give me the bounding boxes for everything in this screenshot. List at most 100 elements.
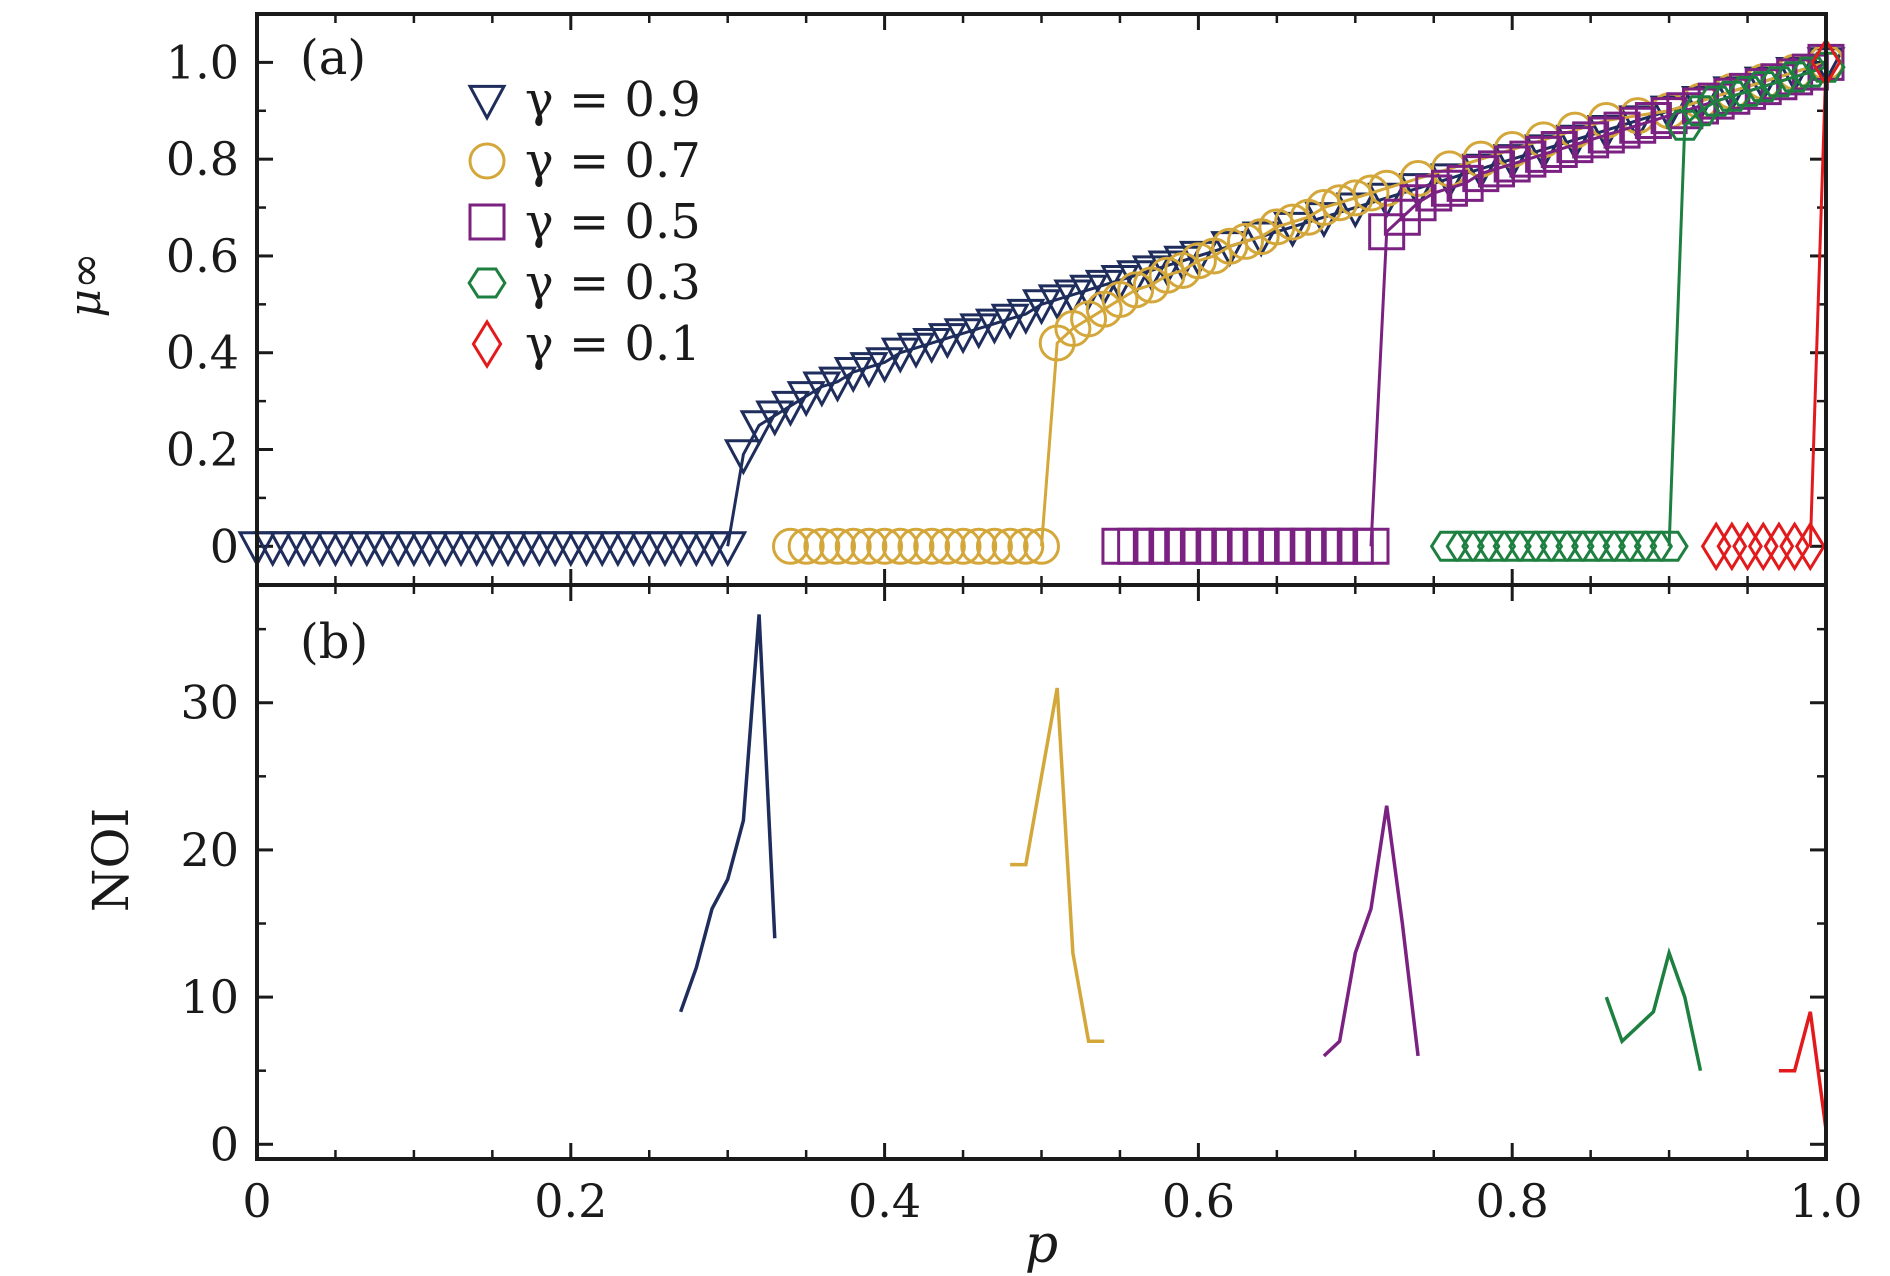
legend-label: γ = 0.3 [525, 255, 701, 311]
hexagon-marker [1712, 80, 1752, 112]
square-marker [1383, 198, 1421, 236]
panel-b-y-axis-title: NOI [82, 808, 140, 913]
triangle-down-marker [786, 381, 826, 418]
panel-b-series [678, 614, 1828, 1130]
diamond-marker [1763, 521, 1795, 572]
y-tick-label: 0 [210, 1117, 239, 1171]
panel-b-ticks: 0 0.2 0.4 0.6 0.8 1.0 0 10 20 30 [180, 585, 1863, 1228]
x-tick-label: 0.4 [848, 1174, 921, 1228]
square-marker [1368, 213, 1406, 251]
legend-label: γ = 0.1 [525, 316, 701, 372]
diamond-marker [1747, 521, 1779, 572]
triangle-down-marker [708, 531, 748, 568]
panel-a-y-axis-title: μ∞ [60, 252, 111, 317]
square-marker [1462, 155, 1500, 193]
series-gamma-2 [1101, 43, 1845, 565]
diamond-marker [1700, 521, 1732, 572]
circle-marker [991, 527, 1029, 565]
square-marker [1446, 164, 1484, 202]
series-line [1040, 60, 1827, 547]
hexagon-marker [467, 267, 507, 299]
diamond-marker [1732, 521, 1763, 572]
circle-marker [1274, 203, 1312, 241]
series-gamma-0 [237, 47, 1846, 568]
circle-marker [1226, 222, 1264, 260]
triangle-down-marker [755, 400, 795, 437]
diamond-marker [1794, 521, 1826, 572]
series-line [726, 60, 1827, 547]
circle-marker [787, 527, 825, 565]
square-marker [1587, 116, 1625, 154]
series-gamma-3 [1429, 51, 1846, 562]
x-tick-label: 0.8 [1476, 1174, 1549, 1228]
square-marker [1509, 140, 1547, 178]
y-tick-label: 1.0 [166, 35, 239, 89]
y-tick-label: 0 [210, 519, 239, 573]
hexagon-marker [1649, 530, 1689, 562]
legend-label: γ = 0.9 [525, 72, 701, 128]
legend-label: γ = 0.5 [525, 194, 701, 250]
noi-line-1 [1010, 687, 1105, 1044]
square-marker [1650, 97, 1688, 135]
legend-item: γ = 0.3 [467, 255, 701, 311]
circle-marker [928, 527, 966, 565]
circle-marker [881, 527, 919, 565]
square-marker [1430, 169, 1468, 207]
x-tick-label: 0 [242, 1174, 271, 1228]
circle-marker [1007, 527, 1045, 565]
x-axis-title: p [1025, 1215, 1058, 1275]
triangle-down-marker [1006, 298, 1046, 336]
square-marker [1415, 174, 1453, 212]
circle-marker [1023, 527, 1060, 565]
diamond-marker [471, 319, 503, 369]
diamond-marker [1716, 521, 1748, 572]
triangle-down-marker [802, 371, 842, 408]
legend-item: γ = 0.5 [468, 194, 701, 250]
legend: γ = 0.9γ = 0.7γ = 0.5γ = 0.3γ = 0.1 [467, 72, 701, 372]
triangle-down-marker [739, 410, 779, 447]
noi-line-2 [1322, 805, 1420, 1058]
hexagon-marker [1680, 95, 1721, 127]
square-marker [1493, 145, 1531, 183]
panel-a-series [237, 37, 1846, 572]
circle-marker [866, 527, 904, 565]
triangle-down-marker [865, 347, 905, 384]
hexagon-marker [1727, 75, 1768, 107]
square-marker [1399, 184, 1437, 222]
diamond-marker [1779, 521, 1810, 572]
circle-marker [803, 527, 841, 565]
hexagon-marker [1774, 61, 1815, 93]
y-tick-label: 20 [180, 823, 239, 877]
x-tick-label: 0.2 [534, 1174, 607, 1228]
hexagon-marker [1790, 56, 1830, 88]
square-marker [1603, 111, 1641, 149]
triangle-down-marker [833, 356, 873, 394]
hexagon-marker [1696, 85, 1736, 117]
circle-marker [1179, 242, 1217, 280]
triangle-down-marker [467, 84, 507, 122]
circle-marker [850, 527, 888, 565]
square-marker [1572, 121, 1610, 159]
circle-marker [944, 527, 982, 565]
series-gamma-4 [1700, 37, 1842, 572]
circle-marker [834, 527, 872, 565]
square-marker [1556, 126, 1594, 164]
circle-marker [960, 527, 998, 565]
x-tick-label: 0.6 [1162, 1174, 1235, 1228]
panel-a-ticks: 0 0.2 0.4 0.6 0.8 1.0 [166, 14, 1828, 585]
y-tick-label: 0.8 [166, 132, 239, 186]
noi-line-0 [678, 614, 777, 1013]
panel-a: 00.20.40.60.81.0 (a) μ∞ γ = 0.9γ = 0.7γ … [60, 12, 1846, 587]
square-marker [1634, 101, 1672, 139]
hexagon-marker [1743, 71, 1783, 103]
legend-item: γ = 0.7 [468, 133, 701, 189]
circle-marker [897, 527, 935, 565]
triangle-down-marker [880, 337, 920, 374]
y-tick-label: 30 [180, 676, 239, 730]
circle-marker [975, 527, 1013, 565]
triangle-down-marker [770, 390, 810, 427]
y-tick-label: 10 [180, 970, 239, 1024]
square-marker [1478, 150, 1516, 188]
series-line [1808, 62, 1828, 547]
